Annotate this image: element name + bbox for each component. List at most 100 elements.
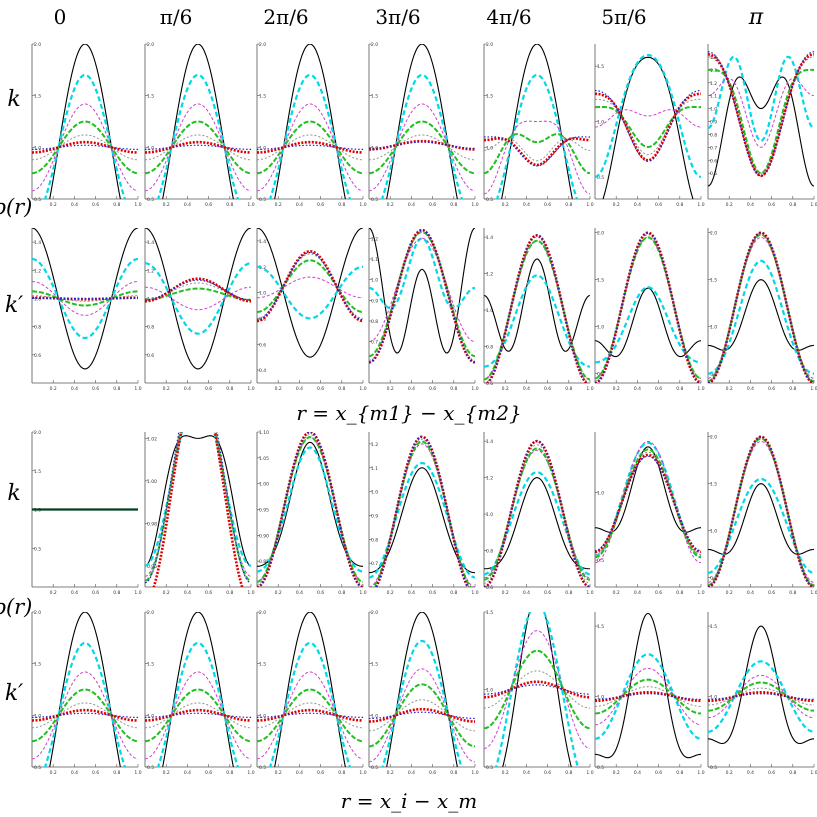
x-tick-label: 0.6 bbox=[205, 386, 212, 392]
series-line-2 bbox=[145, 671, 251, 760]
series-line-4 bbox=[484, 138, 590, 162]
series-line-2 bbox=[145, 432, 251, 577]
x-tick-label: 1.0 bbox=[697, 590, 704, 596]
x-tick-label: 0.4 bbox=[634, 770, 641, 776]
y-tick-label: 1.0 bbox=[597, 325, 604, 331]
series-line-3 bbox=[369, 683, 475, 748]
y-tick-label: 1.5 bbox=[147, 94, 154, 100]
series-line-2 bbox=[369, 103, 475, 192]
y-tick-label: 1.4 bbox=[147, 240, 154, 246]
series-line-1 bbox=[595, 53, 701, 178]
x-tick-label: 1.0 bbox=[471, 590, 478, 596]
y-tick-label: 1.0 bbox=[259, 145, 266, 151]
series-line-4 bbox=[257, 134, 363, 161]
series-line-4 bbox=[145, 282, 251, 301]
x-tick-label: 1.0 bbox=[359, 770, 366, 776]
y-tick-label: 0.6 bbox=[486, 381, 493, 387]
series-line-3 bbox=[708, 437, 814, 587]
y-tick-label: 1.0 bbox=[259, 291, 266, 297]
series-line-0 bbox=[274, 612, 346, 767]
x-tick-label: 0.6 bbox=[92, 590, 99, 596]
y-tick-label: 1.5 bbox=[34, 469, 41, 475]
series-line-1 bbox=[156, 73, 240, 199]
y-tick-label: 1.0 bbox=[371, 490, 378, 496]
panel-r0-c5: 0.5 1.0 1.5 0.2 0.4 0.6 0.8 1.0 bbox=[594, 44, 705, 208]
x-tick-label: 0.2 bbox=[502, 770, 509, 776]
y-tick-label: 0.5 bbox=[710, 171, 717, 177]
y-tick-label: 1.02 bbox=[147, 436, 157, 442]
series-line-3 bbox=[32, 290, 138, 307]
series-line-6 bbox=[484, 440, 590, 587]
x-tick-label: 0.8 bbox=[789, 590, 796, 596]
series-line-3 bbox=[369, 231, 475, 358]
x-tick-label: 0.4 bbox=[523, 386, 530, 392]
y-tick-label: 0.5 bbox=[597, 175, 604, 181]
y-tick-label: 1.05 bbox=[259, 456, 269, 462]
panel-r3-c5: 0.5 1.0 1.5 0.2 0.4 0.6 0.8 1.0 bbox=[594, 612, 705, 776]
y-tick-label: 0.7 bbox=[371, 340, 378, 346]
series-line-6 bbox=[595, 89, 701, 162]
x-tick-label: 0.2 bbox=[726, 202, 733, 208]
series-line-0 bbox=[501, 44, 573, 199]
x-tick-label: 0.2 bbox=[163, 202, 170, 208]
series-line-1 bbox=[268, 73, 352, 199]
x-tick-label: 1.0 bbox=[247, 386, 254, 392]
y-tick-label: 1.0 bbox=[710, 695, 717, 701]
series-line-2 bbox=[595, 109, 701, 128]
series-line-2 bbox=[708, 674, 814, 719]
y-axis-label-bottom: ρ(r) bbox=[0, 595, 32, 619]
series-line-6 bbox=[708, 51, 814, 177]
x-tick-label: 0.8 bbox=[676, 770, 683, 776]
y-tick-label: 0.85 bbox=[259, 559, 269, 565]
x-tick-label: 0.8 bbox=[565, 202, 572, 208]
y-axis-label-top: ρ(r) bbox=[0, 195, 32, 219]
series-line-0 bbox=[386, 612, 458, 767]
x-tick-label: 0.8 bbox=[338, 590, 345, 596]
series-line-4 bbox=[595, 98, 701, 156]
x-tick-label: 0.2 bbox=[387, 202, 394, 208]
series-line-5 bbox=[145, 140, 251, 154]
series-line-0 bbox=[162, 612, 234, 767]
x-tick-label: 0.2 bbox=[613, 202, 620, 208]
x-tick-label: 0.6 bbox=[655, 770, 662, 776]
x-tick-label: 0.8 bbox=[676, 386, 683, 392]
x-tick-label: 0.6 bbox=[205, 590, 212, 596]
series-line-0 bbox=[484, 477, 590, 570]
series-line-0 bbox=[708, 625, 814, 745]
series-line-1 bbox=[43, 641, 127, 767]
y-tick-label: 1.2 bbox=[710, 81, 717, 87]
panel-r0-c2: 0.5 1.0 1.5 2.0 0.2 0.4 0.6 0.8 1.0 bbox=[256, 42, 367, 208]
panel-r3-c0: 0.5 1.0 1.5 2.0 0.2 0.4 0.6 0.8 1.0 bbox=[31, 610, 142, 776]
x-tick-label: 0.2 bbox=[387, 386, 394, 392]
series-line-3 bbox=[257, 120, 363, 175]
y-tick-label: 1.0 bbox=[34, 296, 41, 302]
x-tick-label: 0.6 bbox=[429, 590, 436, 596]
y-tick-label: 0.5 bbox=[486, 197, 493, 203]
x-tick-label: 0.4 bbox=[296, 202, 303, 208]
x-tick-label: 0.4 bbox=[747, 590, 754, 596]
series-line-3 bbox=[595, 236, 701, 380]
y-tick-label: 1.00 bbox=[147, 479, 157, 485]
series-line-3 bbox=[257, 688, 363, 743]
y-tick-label: 1.2 bbox=[486, 476, 493, 482]
series-line-6 bbox=[257, 251, 363, 321]
series-line-3 bbox=[484, 239, 590, 381]
x-tick-label: 0.6 bbox=[92, 202, 99, 208]
series-line-2 bbox=[257, 436, 363, 583]
y-tick-label: 1.0 bbox=[147, 713, 154, 719]
x-tick-label: 0.4 bbox=[747, 386, 754, 392]
x-tick-label: 0.4 bbox=[71, 202, 78, 208]
series-line-3 bbox=[145, 120, 251, 175]
series-line-6 bbox=[145, 432, 251, 584]
x-tick-label: 1.0 bbox=[134, 202, 141, 208]
y-tick-label: 1.2 bbox=[259, 265, 266, 271]
panel-r2-c3: 0.7 0.8 0.9 1.0 1.1 1.2 0.2 0.4 0.6 0.8 1.0 bbox=[368, 432, 479, 596]
x-tick-label: 0.6 bbox=[92, 386, 99, 392]
y-tick-label: 1.5 bbox=[34, 94, 41, 100]
panel-r1-c2: 0.4 0.6 0.8 1.0 1.2 1.4 0.2 0.4 0.6 0.8 1.0 bbox=[256, 228, 367, 392]
series-line-0 bbox=[595, 446, 701, 533]
series-line-6 bbox=[257, 144, 363, 150]
series-line-1 bbox=[495, 73, 579, 199]
x-tick-label: 0.8 bbox=[113, 202, 120, 208]
